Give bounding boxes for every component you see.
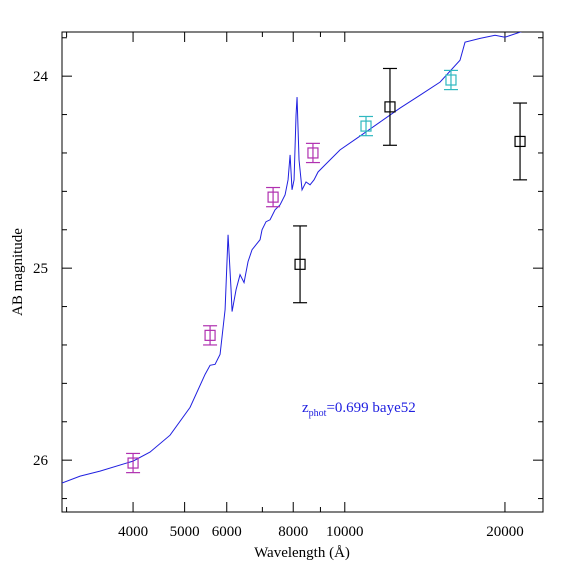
x-tick-label: 6000 [212, 524, 242, 540]
x-tick-label: 8000 [278, 524, 308, 540]
annotation-sub: phot [309, 408, 327, 419]
x-tick-label: 20000 [486, 524, 524, 540]
data-point [307, 147, 319, 159]
plot-frame [61, 31, 544, 513]
data-point [267, 191, 279, 203]
y-tick-label: 24 [33, 69, 49, 85]
data-point [384, 101, 396, 113]
x-tick-label: 4000 [118, 524, 148, 540]
data-point [360, 120, 372, 132]
data-point [514, 135, 526, 148]
data-point [294, 258, 306, 270]
x-tick-label: 5000 [170, 524, 200, 540]
y-tick-label: 25 [33, 261, 48, 277]
plot-area [62, 32, 528, 484]
annotation: zphot=0.699 baye52 [302, 400, 416, 419]
data-point [445, 74, 457, 86]
data-point [204, 329, 216, 341]
model-curve [62, 32, 522, 484]
x-tick-label: 10000 [326, 524, 364, 540]
y-axis-label: AB magnitude [10, 228, 26, 316]
x-axis-label: Wavelength (Å) [254, 545, 350, 561]
y-tick-label: 26 [33, 453, 49, 469]
annotation-rest: =0.699 baye52 [326, 400, 415, 416]
annotation-main: z [302, 400, 309, 416]
data-point [127, 457, 139, 469]
